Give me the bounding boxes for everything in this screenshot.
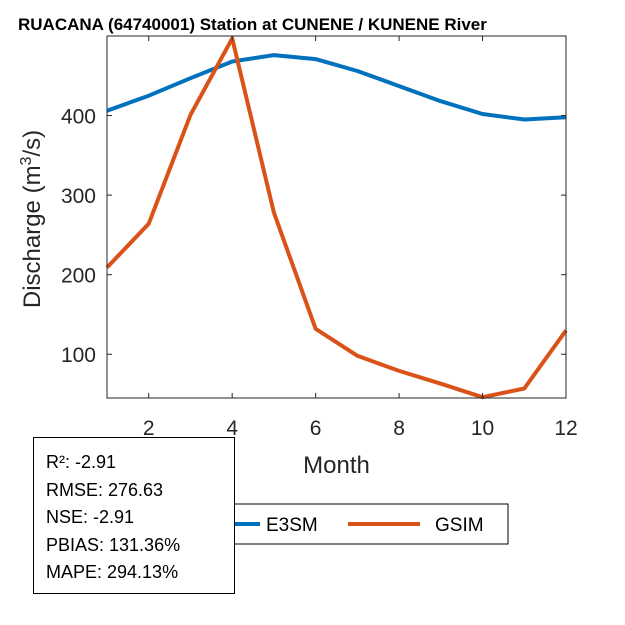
x-tick-label: 10: [471, 417, 494, 440]
mape-stat: MAPE: 294.13%: [46, 562, 179, 582]
y-axis-ticks: 100 200 300 400: [61, 106, 566, 367]
statistics-box: R²: -2.91 RMSE: 276.63 NSE: -2.91 PBIAS:…: [33, 437, 235, 594]
legend: E3SM GSIM: [214, 503, 509, 545]
y-axis-label: Discharge (m3/s): [18, 130, 46, 308]
rmse-stat: RMSE: 276.63: [46, 479, 164, 500]
y-tick-label: 200: [61, 265, 96, 288]
legend-label-e3sm: E3SM: [266, 515, 318, 536]
x-axis-ticks: 2 4 6 8 10 12: [143, 36, 578, 440]
y-tick-label: 300: [61, 185, 96, 208]
series-layer: [105, 36, 568, 400]
x-tick-label: 8: [393, 417, 405, 440]
y-tick-label: 100: [61, 344, 96, 367]
plot-area-frame: [106, 35, 567, 399]
x-tick-label: 2: [143, 417, 155, 440]
series-line-e3sm: [106, 53, 567, 122]
chart-title: RUACANA (64740001) Station at CUNENE / K…: [18, 15, 487, 34]
r2-stat: R²: -2.91: [46, 452, 117, 472]
x-tick-label: 6: [310, 417, 322, 440]
legend-label-gsim: GSIM: [435, 515, 484, 536]
x-axis-label: Month: [303, 452, 370, 479]
pbias-stat: PBIAS: 131.36%: [46, 534, 181, 555]
series-line-gsim: [105, 36, 568, 400]
y-tick-label: 400: [61, 106, 96, 129]
x-tick-label: 12: [554, 417, 577, 440]
nse-stat: NSE: -2.91: [46, 507, 135, 527]
x-tick-label: 4: [226, 417, 238, 440]
